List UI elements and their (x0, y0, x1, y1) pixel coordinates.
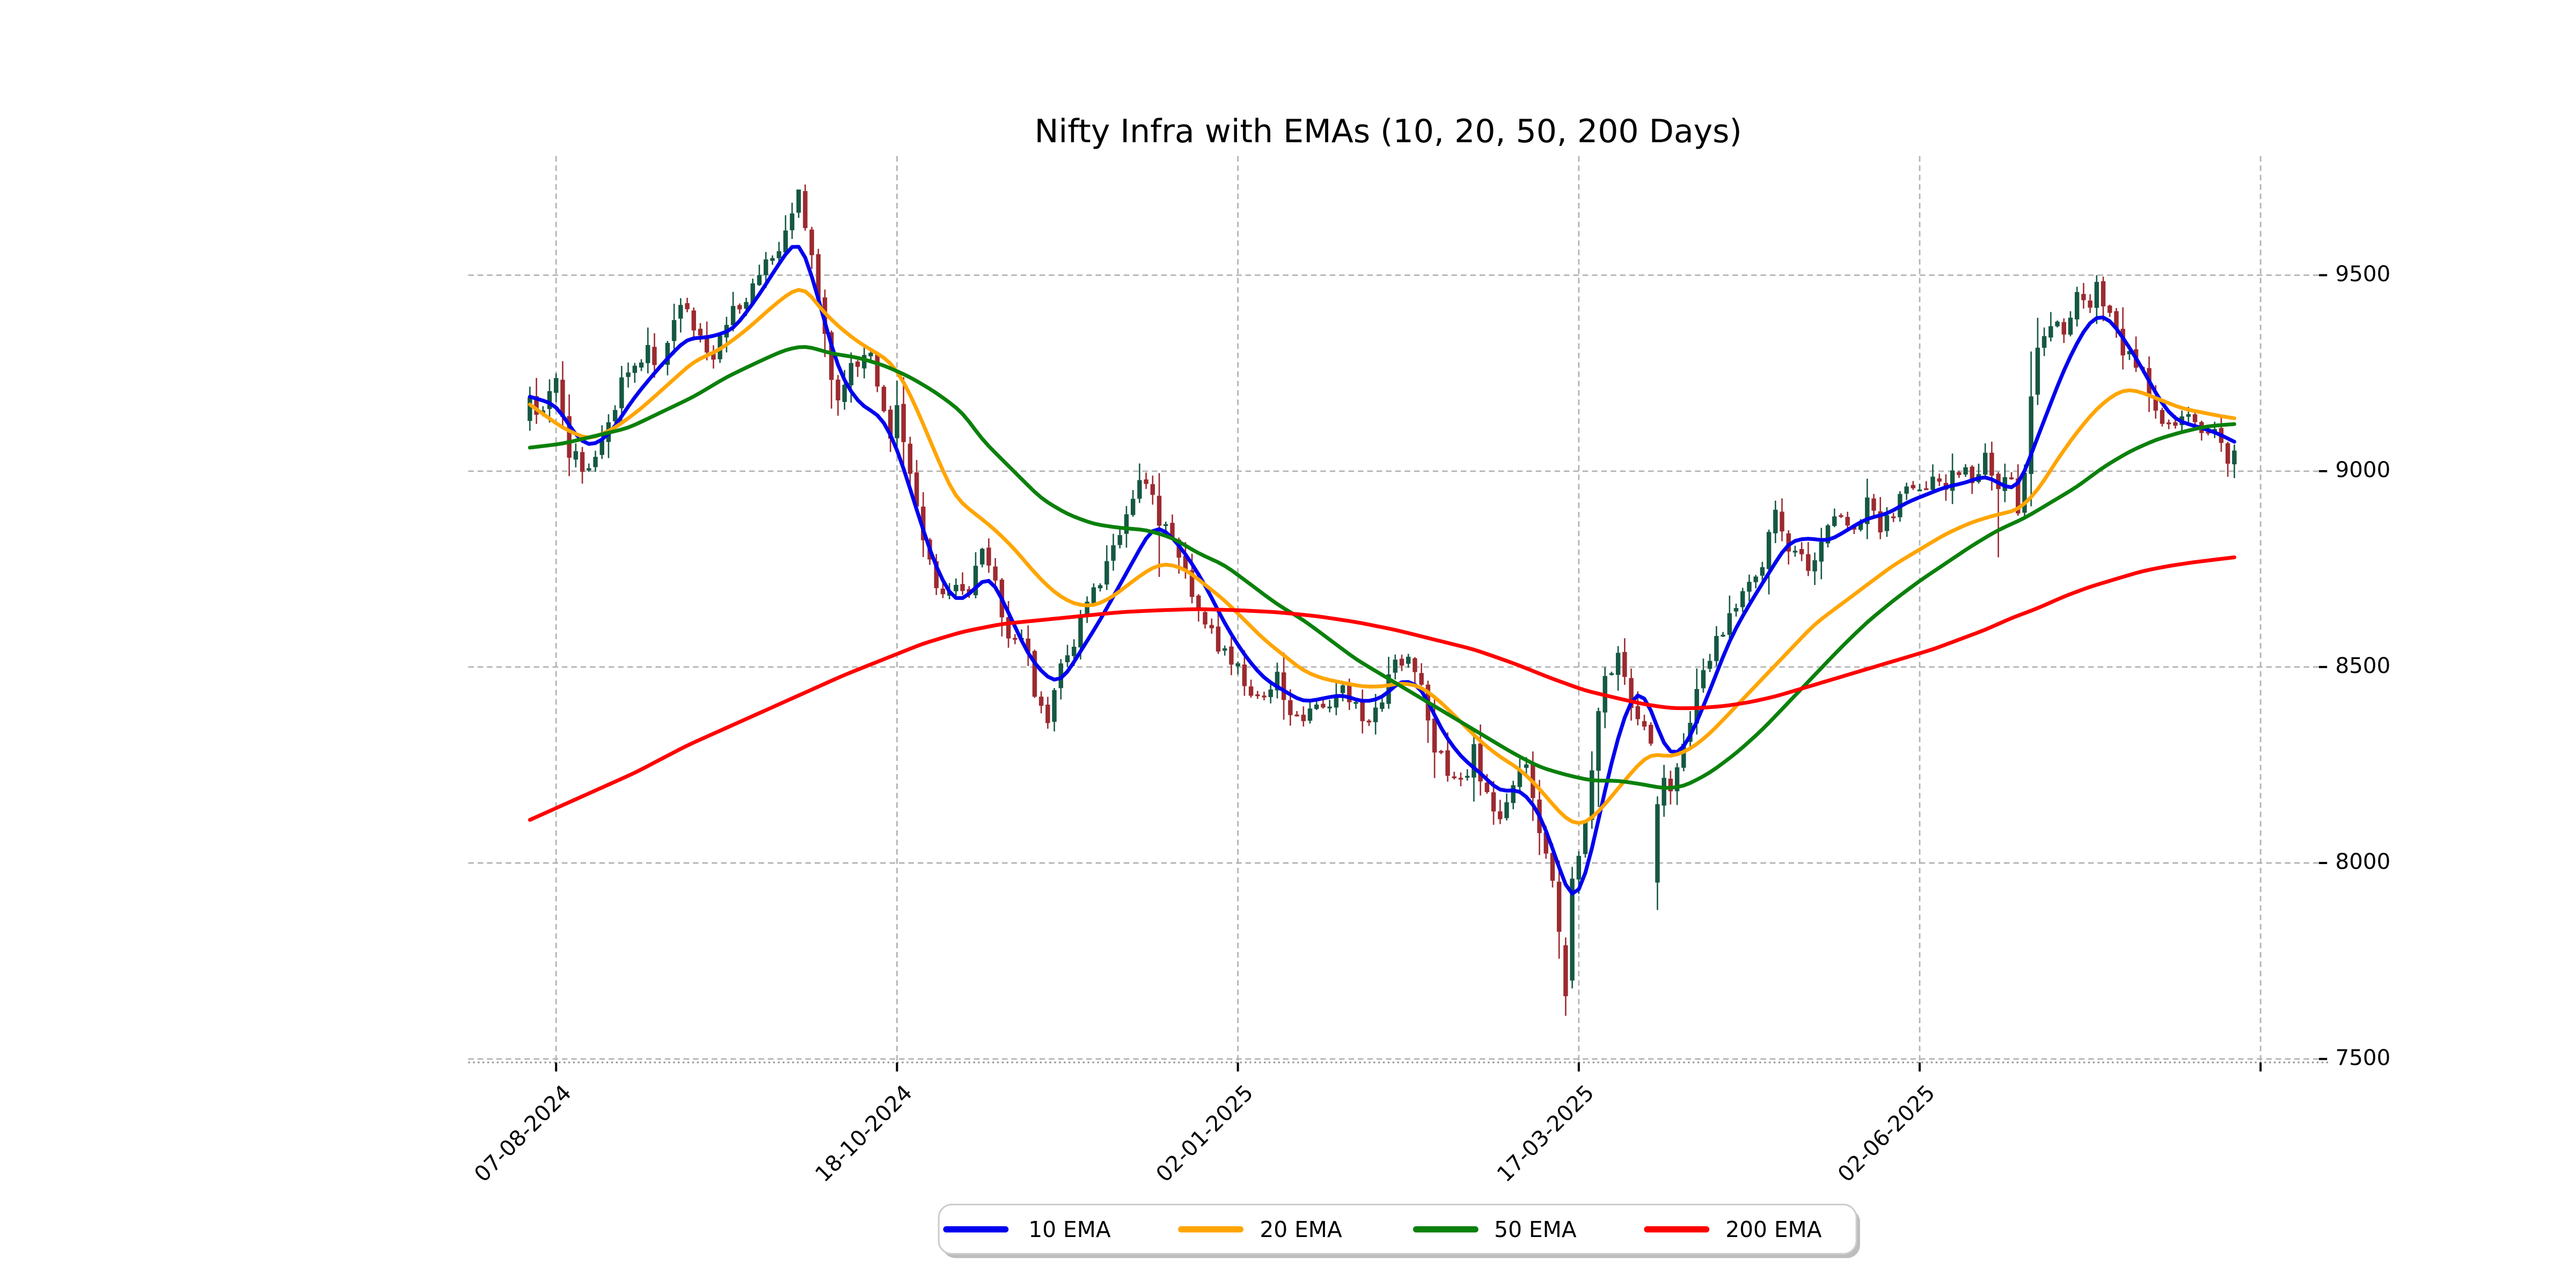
legend-label: 10 EMA (1028, 1217, 1111, 1242)
legend-box (938, 1203, 1857, 1255)
20-ema-line (528, 288, 2236, 825)
candles-layer (528, 184, 2237, 1016)
x-tick-label: 02-01-2025 (1151, 1080, 1258, 1187)
grid-layer (468, 156, 2330, 1064)
ema-lines-layer (528, 245, 2236, 896)
axes-layer: 7500 8000 8500 9000 9500 07-08-2024 18-10-2024… (469, 261, 2390, 1187)
legend: 10 EMA 20 EMA 50 EMA 200 EMA (938, 1203, 1860, 1258)
x-tick-label: 18-10-2024 (810, 1080, 917, 1187)
y-tick-label: 9500 (2336, 261, 2391, 287)
y-tick-label: 9000 (2336, 457, 2391, 482)
10-ema-line (528, 245, 2236, 896)
y-tick-label: 8000 (2336, 848, 2391, 874)
candles (528, 184, 2237, 1016)
y-tick-label: 7500 (2336, 1044, 2391, 1070)
legend-label: 20 EMA (1260, 1217, 1342, 1242)
x-tick-label: 02-06-2025 (1833, 1080, 1940, 1187)
200-ema-line (528, 555, 2236, 822)
legend-label: 200 EMA (1725, 1217, 1821, 1242)
x-tick-label: 17-03-2025 (1492, 1080, 1599, 1187)
legend-label: 50 EMA (1494, 1217, 1577, 1242)
y-tick-label: 8500 (2336, 653, 2391, 678)
x-tick-label: 07-08-2024 (469, 1080, 576, 1187)
50-ema-line (528, 345, 2236, 790)
chart-title: Nifty Infra with EMAs (10, 20, 50, 200 D… (1035, 113, 1742, 150)
